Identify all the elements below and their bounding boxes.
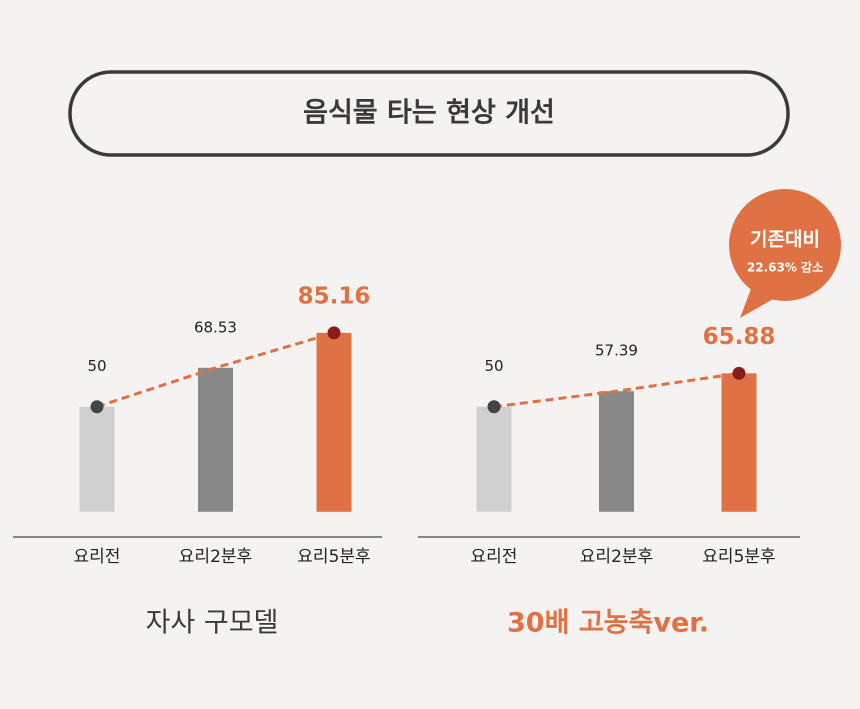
value-label: 57.39 [595, 342, 638, 360]
value-label: 68.53 [194, 318, 237, 336]
trend-dot [487, 400, 501, 414]
x-tick-label: 요리2분후 [580, 547, 653, 567]
callout-bubble [729, 189, 841, 301]
value-label: 85.16 [298, 283, 371, 309]
bar [599, 391, 634, 512]
bar [476, 406, 512, 512]
page-title: 음식물 타는 현상 개선 [303, 98, 555, 129]
value-label: 50 [484, 357, 503, 375]
x-tick-label: 요리전 [471, 547, 518, 567]
trend-line [96, 331, 335, 409]
bar [79, 406, 115, 512]
value-label: 50 [87, 357, 106, 375]
callout-title: 기존대비 [750, 229, 820, 251]
trend-dot [327, 326, 341, 340]
chart-title: 30배 고농축ver. [507, 608, 709, 639]
bar [316, 332, 352, 512]
x-tick-label: 요리2분후 [179, 547, 252, 567]
trend-dot [732, 366, 746, 380]
bar [198, 367, 233, 512]
callout-text: 22.63% 감소 [747, 260, 823, 275]
trend-dot [90, 400, 104, 414]
x-tick-label: 요리5분후 [297, 547, 370, 567]
bar [721, 373, 757, 512]
trend-line [493, 371, 740, 409]
chart-title: 자사 구모델 [146, 608, 279, 639]
title-box [68, 70, 790, 157]
value-label: 65.88 [703, 324, 776, 350]
x-tick-label: 요리5분후 [702, 547, 775, 567]
x-tick-label: 요리전 [74, 547, 121, 567]
